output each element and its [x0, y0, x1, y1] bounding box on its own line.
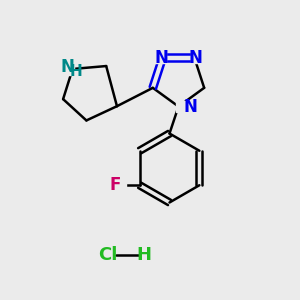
- Text: Cl: Cl: [98, 246, 118, 264]
- Text: H: H: [69, 64, 82, 80]
- Bar: [114, 180, 126, 190]
- Text: N: N: [183, 98, 197, 116]
- Text: F: F: [109, 176, 121, 194]
- Bar: [56, 63, 74, 75]
- Bar: [191, 52, 203, 63]
- Bar: [176, 101, 188, 112]
- Text: N: N: [154, 49, 168, 67]
- Text: H: H: [136, 246, 152, 264]
- Text: N: N: [189, 49, 203, 67]
- Text: N: N: [60, 58, 74, 76]
- Bar: [154, 52, 166, 63]
